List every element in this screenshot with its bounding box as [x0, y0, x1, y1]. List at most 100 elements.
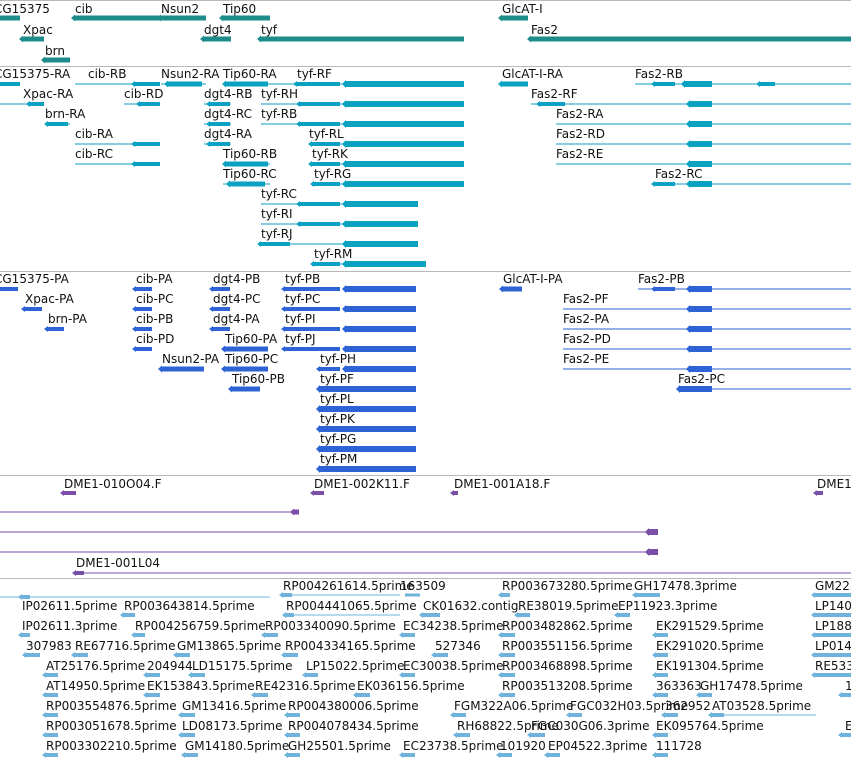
feature-transcripts[interactable]: Fas2-RF: [531, 87, 851, 108]
feature-transcripts[interactable]: dgt4-RC: [204, 107, 252, 127]
feature-proteins[interactable]: tyf-PM: [316, 452, 416, 473]
feature-clones[interactable]: DME1-002K11.F: [310, 477, 410, 496]
feature-proteins[interactable]: tyf-PC: [281, 292, 416, 313]
feature-clones[interactable]: DME1-001L04: [72, 556, 851, 576]
feature-transcripts[interactable]: tyf-RC: [261, 187, 418, 208]
feature-transcripts[interactable]: cib-RA: [75, 127, 160, 147]
feature-proteins[interactable]: cib-PD: [132, 332, 174, 352]
feature-proteins[interactable]: tyf-PK: [316, 412, 416, 433]
feature-genes[interactable]: Xpac: [19, 23, 53, 43]
feature-transcripts[interactable]: GlcAT-I-RA: [498, 67, 564, 88]
feature-ests[interactable]: RE38019.5prime: [514, 599, 619, 618]
feature-transcripts[interactable]: tyf-RL: [308, 127, 464, 148]
feature-ests[interactable]: EC34238.5prime: [399, 619, 504, 638]
feature-clones[interactable]: [0, 528, 658, 536]
feature-transcripts[interactable]: Fas2-RE: [556, 147, 851, 168]
feature-ests[interactable]: RP003513208.5prime: [498, 679, 633, 698]
feature-transcripts[interactable]: brn-RA: [44, 107, 86, 127]
feature-ests[interactable]: IP02611.5prime: [0, 594, 270, 613]
feature-ests[interactable]: RE533: [811, 659, 851, 678]
feature-ests[interactable]: GH17478.5prime: [696, 679, 803, 698]
feature-ests[interactable]: EK291529.5prime: [652, 619, 764, 638]
feature-genes[interactable]: dgt4: [200, 23, 232, 43]
feature-ests[interactable]: RP003643814.5prime: [120, 599, 255, 618]
feature-ests[interactable]: EK095764.5prime: [652, 719, 764, 738]
feature-genes[interactable]: GlcAT-I: [498, 2, 543, 22]
feature-clones[interactable]: DME1-010O04.F: [60, 477, 162, 496]
feature-proteins[interactable]: Fas2-PE: [563, 352, 851, 373]
feature-ests[interactable]: IP02611.3prime: [18, 619, 117, 638]
feature-transcripts[interactable]: tyf-RK: [308, 147, 464, 168]
feature-proteins[interactable]: Fas2-PD: [563, 332, 851, 353]
feature-ests[interactable]: RP003482862.5prime: [498, 619, 633, 638]
feature-transcripts[interactable]: tyf-RM: [310, 247, 426, 268]
feature-transcripts[interactable]: tyf-RF: [261, 67, 464, 88]
feature-ests[interactable]: RP003551156.5prime: [498, 639, 633, 658]
feature-ests[interactable]: RP003340090.5prime: [261, 619, 396, 638]
feature-proteins[interactable]: cib-PA: [132, 272, 173, 292]
feature-proteins[interactable]: cib-PC: [132, 292, 174, 312]
feature-proteins[interactable]: CG15375-PA: [0, 272, 70, 292]
feature-ests[interactable]: RP004441065.5prime: [282, 599, 417, 618]
feature-transcripts[interactable]: tyf-RI: [261, 207, 418, 228]
feature-transcripts[interactable]: Xpac-RA: [0, 87, 74, 107]
feature-transcripts[interactable]: Tip60-RC: [222, 167, 277, 188]
feature-transcripts[interactable]: dgt4-RB: [204, 87, 252, 107]
feature-ests[interactable]: RP004256759.5prime: [131, 619, 266, 638]
feature-proteins[interactable]: Xpac-PA: [21, 292, 75, 312]
feature-proteins[interactable]: tyf-PG: [316, 432, 416, 453]
feature-ests[interactable]: GH25501.5prime: [284, 739, 391, 758]
feature-proteins[interactable]: tyf-PI: [281, 312, 416, 333]
feature-ests[interactable]: RP003051678.5prime: [42, 719, 177, 738]
feature-proteins[interactable]: Fas2-PB: [638, 272, 851, 293]
feature-ests[interactable]: EK291020.5prime: [652, 639, 764, 658]
feature-ests[interactable]: RP004078434.5prime: [284, 719, 419, 738]
feature-proteins[interactable]: dgt4-PC: [209, 292, 261, 312]
feature-ests[interactable]: LP140: [811, 599, 851, 618]
feature-ests[interactable]: RP004261614.5prime: [279, 579, 414, 598]
feature-ests[interactable]: EP11923.3prime: [614, 599, 717, 618]
feature-ests[interactable]: CK01632.contig: [419, 599, 518, 618]
feature-ests[interactable]: EC23738.5prime: [399, 739, 504, 758]
feature-proteins[interactable]: Fas2-PC: [676, 372, 851, 393]
feature-ests[interactable]: LP15022.5prime: [302, 659, 405, 678]
feature-ests[interactable]: 111728: [652, 739, 702, 758]
feature-ests[interactable]: RP003302210.5prime: [42, 739, 177, 758]
feature-genes[interactable]: brn: [41, 44, 70, 64]
feature-transcripts[interactable]: tyf-RH: [261, 87, 464, 108]
feature-transcripts[interactable]: tyf-RB: [261, 107, 464, 128]
feature-proteins[interactable]: tyf-PF: [316, 372, 416, 393]
feature-ests[interactable]: FGM322A06.5prime: [450, 699, 573, 718]
feature-ests[interactable]: E: [838, 719, 851, 738]
feature-transcripts[interactable]: Tip60-RB: [222, 147, 277, 168]
feature-genes[interactable]: Tip60: [219, 2, 270, 22]
feature-proteins[interactable]: tyf-PJ: [281, 332, 416, 353]
feature-transcripts[interactable]: cib-RC: [75, 147, 160, 167]
feature-proteins[interactable]: GlcAT-I-PA: [499, 272, 563, 293]
feature-ests[interactable]: 363363: [652, 679, 702, 698]
feature-genes[interactable]: Fas2: [527, 23, 851, 43]
feature-proteins[interactable]: Tip60-PB: [228, 372, 285, 393]
feature-proteins[interactable]: tyf-PH: [316, 352, 416, 373]
feature-clones[interactable]: DME1-001A18.F: [450, 477, 550, 496]
feature-ests[interactable]: GM225: [811, 579, 851, 598]
feature-ests[interactable]: RP004334165.5prime: [281, 639, 416, 658]
feature-transcripts[interactable]: Tip60-RA: [222, 67, 277, 88]
feature-transcripts[interactable]: Fas2-RB: [635, 67, 851, 88]
feature-transcripts[interactable]: CG15375-RA: [0, 67, 71, 87]
feature-transcripts[interactable]: dgt4-RA: [204, 127, 253, 147]
feature-proteins[interactable]: Tip60-PC: [221, 352, 278, 373]
feature-transcripts[interactable]: Fas2-RC: [651, 167, 851, 188]
feature-ests[interactable]: RP004380006.5prime: [284, 699, 419, 718]
feature-ests[interactable]: RE42316.5prime: [251, 679, 356, 698]
feature-ests[interactable]: 362952: [661, 699, 711, 718]
feature-ests[interactable]: EK191304.5prime: [652, 659, 764, 678]
feature-ests[interactable]: GM13416.5prime: [178, 699, 286, 718]
feature-ests[interactable]: FGC032H03.5prime: [566, 699, 688, 718]
feature-transcripts[interactable]: Fas2-RA: [556, 107, 851, 128]
feature-ests[interactable]: FGC030G06.3prime: [527, 719, 649, 738]
feature-ests[interactable]: AT03528.5prime: [708, 699, 816, 718]
feature-proteins[interactable]: dgt4-PA: [209, 312, 260, 332]
feature-clones[interactable]: DME1: [813, 477, 851, 496]
feature-ests[interactable]: GH17478.3prime: [632, 579, 737, 598]
